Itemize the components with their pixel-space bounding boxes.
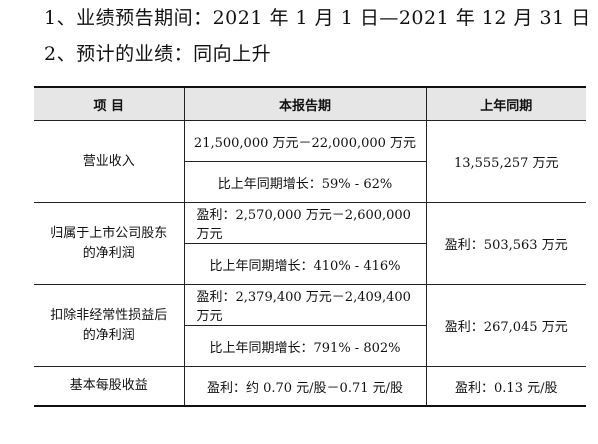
forecast-period-line: 1、业绩预告期间：2021 年 1 月 1 日—2021 年 12 月 31 日	[44, 7, 591, 29]
row-item-net-profit-line2: 的净利润	[82, 245, 135, 261]
header-current-period: 本报告期	[183, 86, 427, 121]
adjusted-net-profit-previous: 盈利：267,045 万元	[425, 284, 586, 367]
table-row: 扣除非经常性损益后 的净利润 盈利：2,379,400 万元－2,409,400…	[34, 284, 586, 367]
net-profit-growth: 比上年同期增长：410% - 416%	[184, 243, 426, 285]
row-item-adjusted-net-profit: 扣除非经常性损益后 的净利润	[34, 284, 185, 367]
table-row: 归属于上市公司股东 的净利润 盈利：2,570,000 万元－2,600,000…	[34, 202, 586, 285]
header-item: 项 目	[34, 86, 185, 121]
table-row: 比上年同期增长：791% - 802%	[34, 325, 586, 367]
adjusted-net-profit-current-range: 盈利：2,379,400 万元－2,409,400 万元	[183, 284, 427, 326]
row-item-basic-eps: 基本每股收益	[34, 366, 185, 407]
revenue-growth: 比上年同期增长：59% - 62%	[184, 161, 426, 203]
basic-eps-current: 盈利：约 0.70 元/股－0.71 元/股	[183, 366, 427, 407]
net-profit-current-range: 盈利：2,570,000 万元－2,600,000 万元	[183, 202, 427, 244]
performance-forecast-table: 项 目 本报告期 上年同期 营业收入 21,500,000 万元－22,000,…	[34, 86, 586, 407]
row-item-net-profit: 归属于上市公司股东 的净利润	[34, 202, 185, 285]
header-previous-period: 上年同期	[425, 86, 586, 121]
expected-performance-line: 2、预计的业绩：同向上升	[44, 43, 272, 65]
row-item-net-profit-line1: 归属于上市公司股东	[50, 225, 168, 241]
revenue-previous: 13,555,257 万元	[425, 120, 586, 203]
net-profit-previous: 盈利：503,563 万元	[425, 202, 586, 285]
table-row: 营业收入 21,500,000 万元－22,000,000 万元 13,555,…	[34, 120, 586, 203]
row-item-revenue: 营业收入	[34, 120, 185, 203]
table-header-row: 项 目 本报告期 上年同期	[34, 86, 586, 121]
table-row: 基本每股收益 盈利：约 0.70 元/股－0.71 元/股 盈利：0.13 元/…	[34, 366, 586, 407]
adjusted-net-profit-growth: 比上年同期增长：791% - 802%	[184, 325, 426, 367]
row-item-adjusted-net-profit-line1: 扣除非经常性损益后	[50, 307, 168, 323]
revenue-current-range: 21,500,000 万元－22,000,000 万元	[183, 120, 427, 162]
basic-eps-previous: 盈利：0.13 元/股	[425, 366, 586, 407]
table-row: 比上年同期增长：59% - 62%	[34, 161, 586, 203]
table-row: 比上年同期增长：410% - 416%	[34, 243, 586, 285]
row-item-adjusted-net-profit-line2: 的净利润	[82, 327, 135, 343]
